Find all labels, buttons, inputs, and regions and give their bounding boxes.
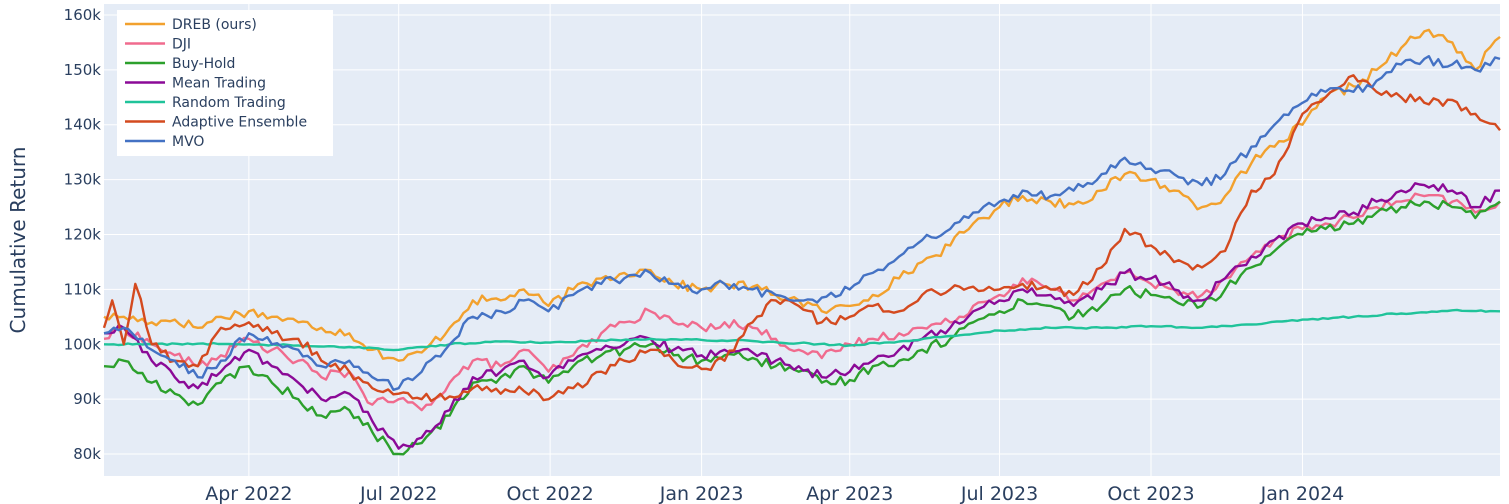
- series-line-6: [103, 55, 1501, 391]
- x-tick-label: Apr 2023: [806, 483, 893, 504]
- series-line-5: [102, 74, 1501, 403]
- x-tick-label: Jul 2022: [359, 483, 437, 504]
- series-line-0: [103, 28, 1501, 362]
- y-axis-label: Cumulative Return: [6, 147, 30, 334]
- y-tick-label: 100k: [64, 335, 102, 353]
- series-line-4: [103, 308, 1501, 352]
- x-tick-label: Oct 2022: [507, 483, 594, 504]
- series-line-2: [103, 199, 1501, 456]
- gridlines: [104, 4, 1500, 476]
- y-tick-label: 150k: [64, 61, 102, 79]
- series-line-1: [103, 192, 1501, 412]
- legend-label: MVO: [172, 134, 204, 150]
- x-tick-label: Apr 2022: [205, 483, 292, 504]
- legend-label: DREB (ours): [172, 17, 257, 33]
- y-tick-label: 130k: [64, 171, 102, 189]
- x-tick-label: Jul 2023: [960, 483, 1038, 504]
- legend-label: Random Trading: [172, 95, 286, 111]
- x-tick-label: Jan 2024: [1260, 483, 1345, 504]
- x-tick-label: Jan 2023: [659, 483, 744, 504]
- x-axis-ticks: Apr 2022 Jul 2022 Oct 2022 Jan 2023 Apr 2023…: [205, 483, 1344, 504]
- legend-label: DJI: [172, 37, 191, 53]
- y-tick-label: 90k: [73, 390, 101, 408]
- y-tick-label: 80k: [73, 445, 101, 463]
- y-tick-label: 110k: [64, 280, 102, 298]
- y-tick-label: 160k: [64, 6, 102, 24]
- legend-label: Adaptive Ensemble: [172, 115, 307, 131]
- y-axis-ticks: 80k 90k 100k 110k 120k 130k 140k 150k 160k: [64, 6, 102, 463]
- legend: DREB (ours) DJI Buy-Hold Mean Trading Random…: [117, 10, 333, 156]
- series-line-3: [104, 182, 1501, 450]
- series-lines: [102, 28, 1501, 456]
- y-tick-label: 140k: [64, 116, 102, 134]
- y-tick-label: 120k: [64, 226, 102, 244]
- legend-label: Buy-Hold: [172, 56, 235, 72]
- x-tick-label: Oct 2023: [1107, 483, 1194, 504]
- legend-label: Mean Trading: [172, 76, 266, 92]
